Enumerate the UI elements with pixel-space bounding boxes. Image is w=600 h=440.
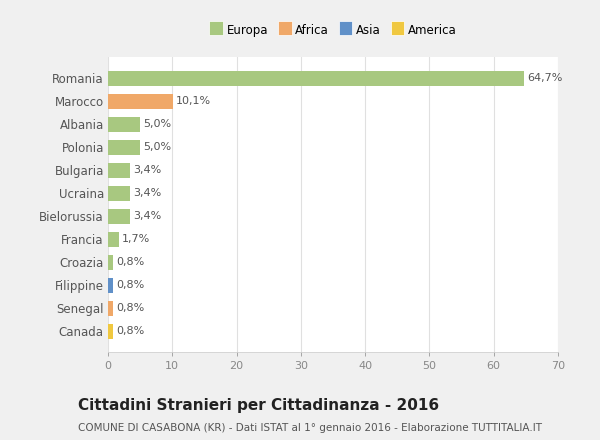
Text: COMUNE DI CASABONA (KR) - Dati ISTAT al 1° gennaio 2016 - Elaborazione TUTTITALI: COMUNE DI CASABONA (KR) - Dati ISTAT al … [78,423,542,433]
Bar [108,117,140,132]
Bar [108,209,130,224]
Text: 0,8%: 0,8% [116,326,145,336]
Text: 3,4%: 3,4% [133,188,161,198]
Text: 3,4%: 3,4% [133,211,161,221]
Text: 5,0%: 5,0% [143,142,172,152]
Text: 10,1%: 10,1% [176,96,211,106]
Bar [108,255,113,270]
Text: 3,4%: 3,4% [133,165,161,175]
Bar [108,139,140,154]
Text: 0,8%: 0,8% [116,280,145,290]
Text: 0,8%: 0,8% [116,257,145,267]
Bar [108,324,113,339]
Bar [108,94,173,109]
Bar [108,278,113,293]
Text: 0,8%: 0,8% [116,303,145,313]
Bar [108,301,113,315]
Text: 64,7%: 64,7% [527,73,563,83]
Text: 1,7%: 1,7% [122,234,151,244]
Legend: Europa, Africa, Asia, America: Europa, Africa, Asia, America [205,19,461,41]
Text: Cittadini Stranieri per Cittadinanza - 2016: Cittadini Stranieri per Cittadinanza - 2… [78,398,439,413]
Bar [108,231,119,246]
Bar [108,70,524,85]
Bar [108,163,130,178]
Text: 5,0%: 5,0% [143,119,172,129]
Bar [108,186,130,201]
